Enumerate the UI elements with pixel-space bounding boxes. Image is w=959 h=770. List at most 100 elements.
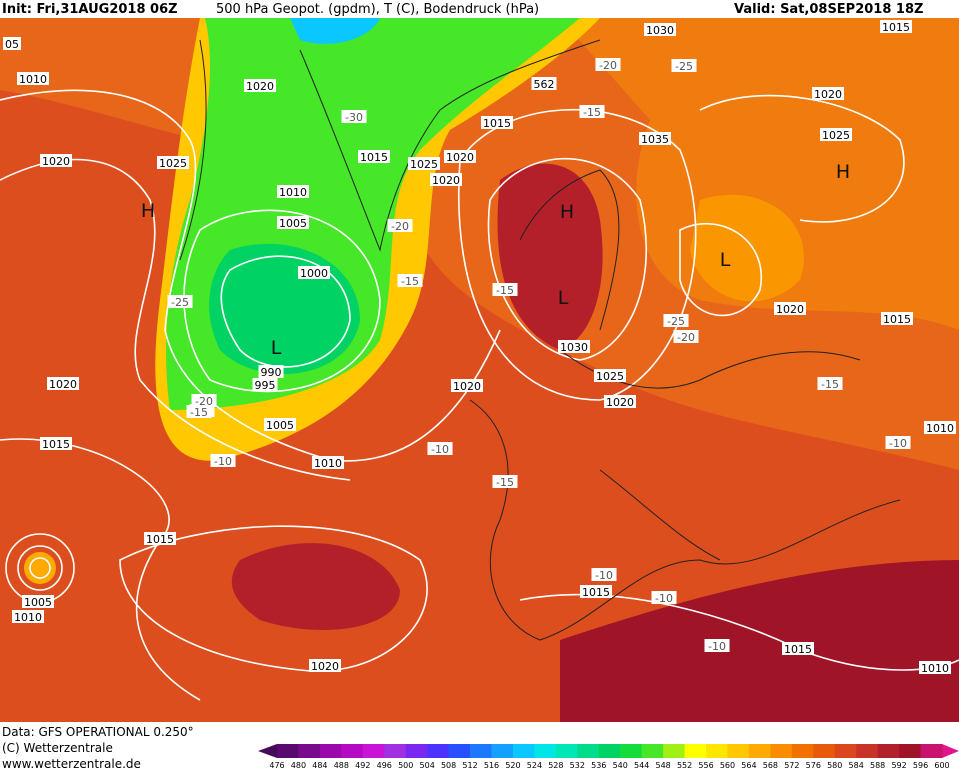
temperature-label-box <box>167 295 193 308</box>
pressure-center: H <box>836 161 850 183</box>
colorbar-tick-label: 568 <box>763 761 778 770</box>
colorbar-swatch <box>813 744 836 758</box>
colorbar-tick-label: 516 <box>484 761 499 770</box>
isobar-label: 1020 <box>606 396 634 409</box>
temperature-label-box <box>397 274 423 287</box>
temperature-label-box <box>191 394 217 407</box>
isobar-label: 1025 <box>159 157 187 170</box>
temperature-label-box <box>579 105 605 118</box>
isobar-label-box <box>881 312 913 325</box>
isobar-label-box <box>144 532 176 545</box>
isobar-label: 1005 <box>279 217 307 230</box>
isobar-label-box <box>580 585 612 598</box>
temperature-label: -20 <box>195 395 213 408</box>
colorbar-tick-label: 592 <box>891 761 906 770</box>
colorbar-swatch <box>319 744 342 758</box>
isobar-label-box <box>22 595 54 608</box>
temperature-label: -20 <box>391 220 409 233</box>
colorbar-swatch <box>277 744 299 758</box>
isobar-label-box <box>258 365 284 378</box>
colorbar-tick-label: 552 <box>677 761 692 770</box>
temperature-label-box <box>663 314 689 327</box>
isobar-label-box <box>531 77 557 90</box>
temperature-label: -25 <box>171 296 189 309</box>
isobar-label: 1015 <box>146 533 174 546</box>
colorbar-swatch <box>470 744 493 758</box>
isobar-label: 1015 <box>582 586 610 599</box>
temperature-label-box <box>387 219 413 232</box>
colorbar-tick-label: 580 <box>827 761 842 770</box>
temperature-label-box <box>210 454 236 467</box>
colorbar-tick-label: 544 <box>634 761 649 770</box>
temperature-label: -15 <box>496 476 514 489</box>
isobar-label: 562 <box>534 78 555 91</box>
temperature-label-box <box>817 377 843 390</box>
colorbar-swatch <box>706 744 728 758</box>
colorbar-swatch <box>899 744 922 758</box>
isobar-label-box <box>47 377 79 390</box>
isobar-label: 1025 <box>822 129 850 142</box>
temperature-label: -25 <box>675 60 693 73</box>
isobar-label-box <box>252 378 278 391</box>
isobar-label-box <box>820 128 852 141</box>
temperature-label: -20 <box>599 59 617 72</box>
isobar-label-box <box>880 20 912 33</box>
colorbar-tick-label: 488 <box>334 761 349 770</box>
temperature-label-box <box>186 405 212 418</box>
isobar-label-box <box>40 437 72 450</box>
isobar-label-box <box>3 37 21 50</box>
colorbar-tick-label: 548 <box>655 761 670 770</box>
isobar-label-box <box>358 150 390 163</box>
isobar-label-box <box>919 661 951 674</box>
isobar-label: 1015 <box>360 151 388 164</box>
colorbar-swatch <box>727 744 750 758</box>
data-source: Data: GFS OPERATIONAL 0.250° <box>2 725 194 739</box>
isobar-label-box <box>812 87 844 100</box>
isobar-label-box <box>17 72 49 85</box>
isobar-label-box <box>309 659 341 672</box>
temperature-label-box <box>341 110 367 123</box>
temperature-label: -10 <box>708 640 726 653</box>
colorbar-swatch <box>341 744 364 758</box>
colorbar-swatch <box>598 744 621 758</box>
isobar-label: 1005 <box>24 596 52 609</box>
isobar-label-box <box>782 642 814 655</box>
colorbar-tick-label: 564 <box>741 761 756 770</box>
map-title: 500 hPa Geopot. (gpdm), T (C), Bodendruc… <box>216 2 539 17</box>
temperature-label: -15 <box>496 284 514 297</box>
isobar-label: 1025 <box>410 158 438 171</box>
colorbar-swatch <box>555 744 578 758</box>
isobar-label-box <box>604 395 636 408</box>
colorbar: 476 480 484 488 492 496 500 504 508 512 516 520 524 5… <box>258 744 959 770</box>
isobar-label-box <box>277 185 309 198</box>
temperature-label: -30 <box>345 111 363 124</box>
isobar-label: 1020 <box>49 378 77 391</box>
colorbar-swatch <box>791 744 814 758</box>
isobar-label-box <box>924 421 956 434</box>
isobar-label: 990 <box>261 366 282 379</box>
pressure-center: H <box>141 200 155 222</box>
temperature-label-box <box>492 475 518 488</box>
colorbar-swatch <box>362 744 385 758</box>
isobar-label-box <box>244 79 276 92</box>
colorbar-tick-label: 524 <box>527 761 542 770</box>
colorbar-swatch <box>663 744 686 758</box>
isobar-label: 1020 <box>776 303 804 316</box>
valid-time: Valid: Sat,08SEP2018 18Z <box>734 2 923 17</box>
colorbar-tick-label: 572 <box>784 761 799 770</box>
temperature-label: -10 <box>889 437 907 450</box>
colorbar-swatch <box>512 744 535 758</box>
colorbar-tick-label: 588 <box>870 761 885 770</box>
colorbar-tick-label: 560 <box>720 761 735 770</box>
colorbar-tick-label: 476 <box>269 761 284 770</box>
isobar-label: 1010 <box>19 73 47 86</box>
temperature-label-box <box>591 568 617 581</box>
isobar-label: 1015 <box>784 643 812 656</box>
isobar-label-box <box>277 216 309 229</box>
isobar-label: 1000 <box>300 267 328 280</box>
colorbar-tick-label: 584 <box>849 761 864 770</box>
temperature-label: -15 <box>401 275 419 288</box>
isobar-label-box <box>408 157 440 170</box>
colorbar-tick-label: 508 <box>441 761 456 770</box>
isobar-label-box <box>481 116 513 129</box>
